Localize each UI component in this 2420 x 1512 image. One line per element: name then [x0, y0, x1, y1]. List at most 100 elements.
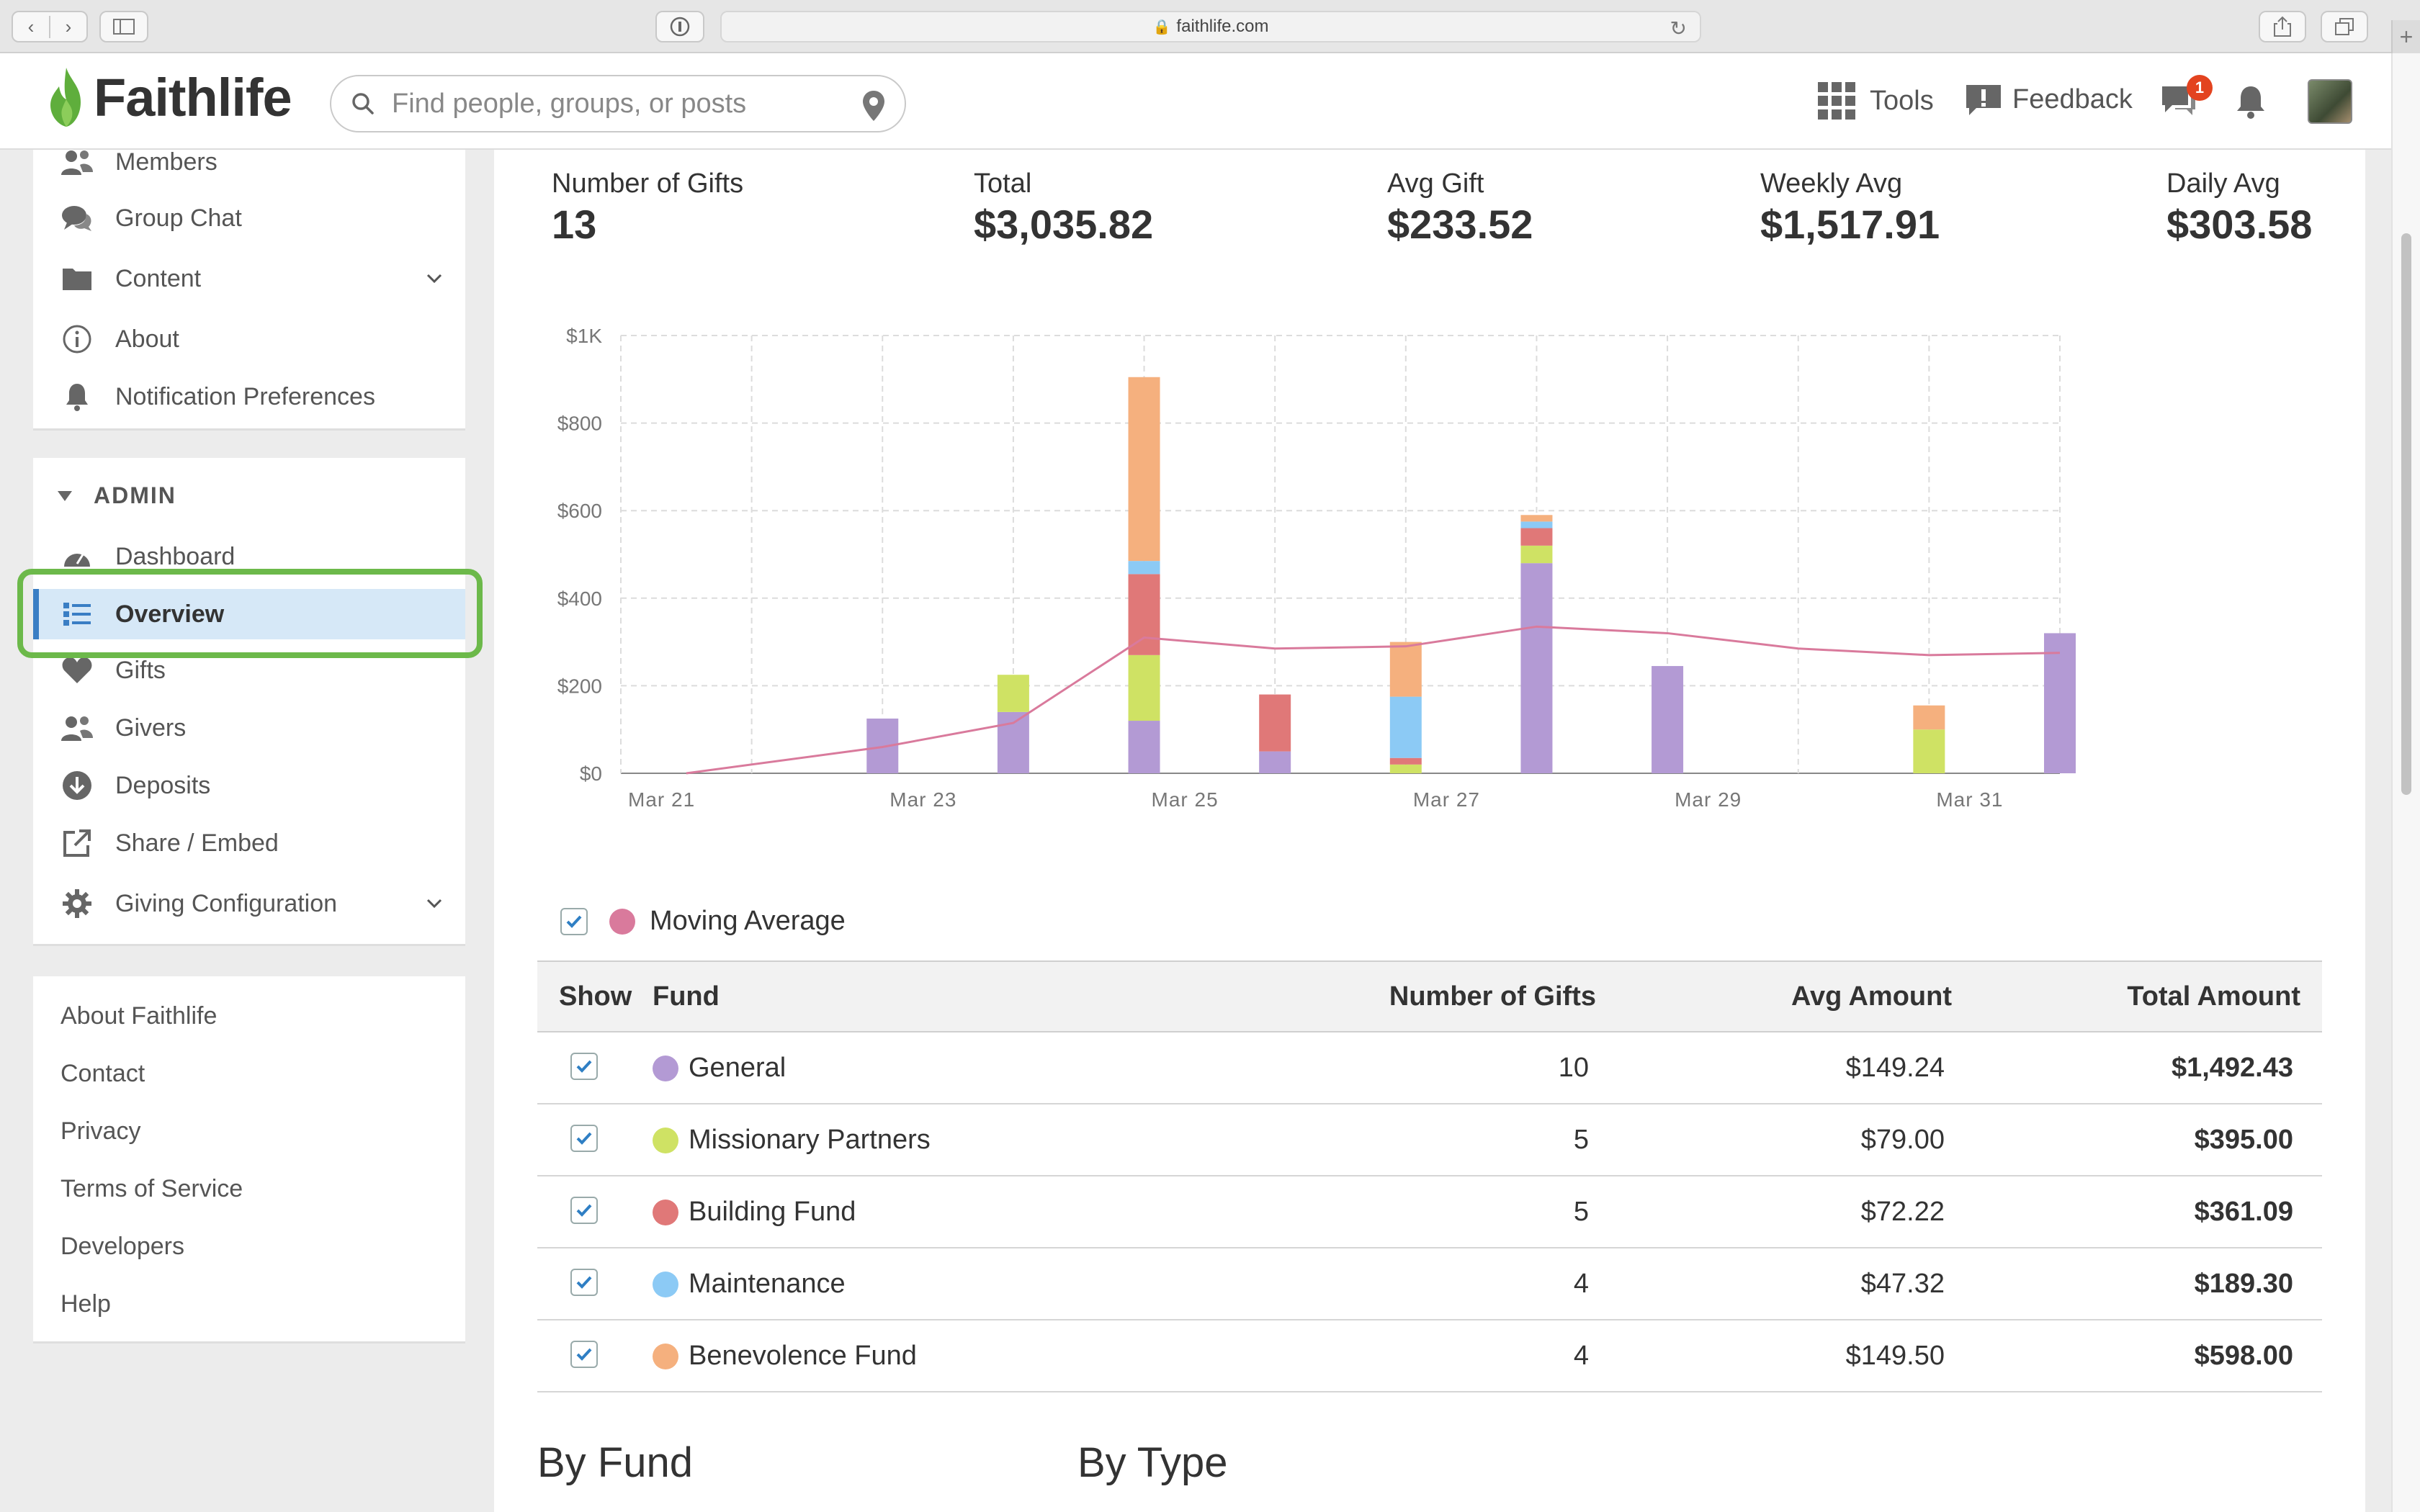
y-tick-label: $800 — [557, 413, 602, 435]
moving-average-swatch — [609, 908, 635, 935]
bar-segment — [1389, 764, 1422, 773]
sidebar-item-notification-preferences[interactable]: Notification Preferences — [33, 372, 465, 422]
share-icon — [60, 827, 94, 860]
search-input[interactable] — [392, 88, 853, 120]
fund-show-checkbox[interactable] — [570, 1124, 598, 1152]
footer-link-contact[interactable]: Contact — [60, 1060, 145, 1087]
by-type-heading: By Type — [1077, 1439, 1228, 1486]
search-box[interactable] — [330, 75, 906, 132]
notifications-bell-icon[interactable] — [2234, 84, 2267, 120]
column-header-gifts[interactable]: Number of Gifts — [1301, 960, 1618, 1032]
moving-average-line — [686, 625, 2061, 775]
footer-link-about-faithlife[interactable]: About Faithlife — [60, 1002, 218, 1030]
sidebar-item-group-chat[interactable]: Group Chat — [33, 193, 465, 243]
sidebar-item-dashboard[interactable]: Dashboard — [33, 531, 465, 582]
stat-value: $1,517.91 — [1760, 202, 1940, 247]
fund-show-checkbox[interactable] — [570, 1340, 598, 1368]
share-icon[interactable] — [2259, 11, 2306, 42]
x-tick-label: Mar 27 — [1413, 788, 1480, 811]
grid-icon — [1818, 82, 1855, 120]
stat-value: $3,035.82 — [974, 202, 1154, 247]
messages-icon[interactable] — [2159, 82, 2198, 118]
sidebar-item-share-embed[interactable]: Share / Embed — [33, 818, 465, 868]
people-icon — [60, 711, 94, 744]
column-header-avg-amount[interactable]: Avg Amount — [1618, 960, 1973, 1032]
x-tick-label: Mar 29 — [1675, 788, 1742, 811]
x-tick-label: Mar 23 — [889, 788, 956, 811]
reload-icon[interactable]: ↻ — [1670, 17, 1687, 40]
fund-name: Maintenance — [689, 1269, 846, 1300]
admin-heading: ADMIN — [94, 482, 176, 508]
messages-count-badge: 1 — [2187, 75, 2213, 101]
location-pin-icon[interactable] — [861, 89, 886, 122]
fund-show-checkbox[interactable] — [570, 1052, 598, 1080]
sidebar-item-members[interactable]: Members — [33, 137, 465, 187]
fund-show-checkbox[interactable] — [570, 1196, 598, 1224]
gear-icon — [60, 887, 94, 920]
sidebar-item-label: Gifts — [115, 656, 166, 684]
stat-value: 13 — [552, 202, 597, 247]
group-nav-panel: Members Group Chat Content About Notific… — [33, 148, 465, 431]
bar-segment — [1913, 705, 1945, 730]
fund-name-cell: Benevolence Fund — [653, 1320, 1301, 1392]
footer-link-privacy[interactable]: Privacy — [60, 1117, 141, 1145]
bar-segment — [1128, 721, 1160, 773]
chevron-down-icon[interactable] — [425, 269, 444, 288]
fund-gifts-count: 5 — [1301, 1104, 1618, 1176]
info-icon — [60, 323, 94, 356]
bar-segment — [1520, 545, 1553, 564]
logo-text: Faithlife — [94, 67, 292, 127]
fund-gifts-count: 5 — [1301, 1176, 1618, 1248]
user-avatar[interactable] — [2308, 79, 2352, 124]
fund-color-swatch — [653, 1271, 678, 1297]
tools-menu[interactable]: Tools — [1818, 82, 1934, 120]
tabs-overview-icon[interactable] — [2321, 11, 2368, 42]
address-bar[interactable]: 🔒 faithlife.com ↻ — [720, 11, 1701, 42]
back-icon[interactable]: ‹ — [27, 15, 35, 37]
column-header-fund: Fund — [653, 960, 1301, 1032]
bar-segment — [1259, 751, 1291, 773]
password-manager-icon[interactable] — [655, 11, 704, 42]
column-header-total-amount[interactable]: Total Amount — [1973, 960, 2322, 1032]
footer-link-terms[interactable]: Terms of Service — [60, 1175, 243, 1202]
sidebar-item-gifts[interactable]: Gifts — [33, 645, 465, 696]
sidebar-toggle-icon[interactable] — [99, 11, 148, 42]
heart-icon — [60, 654, 94, 687]
sidebar-item-giving-configuration[interactable]: Giving Configuration — [33, 878, 465, 929]
footer-link-help[interactable]: Help — [60, 1290, 111, 1318]
fund-name: General — [689, 1053, 786, 1084]
fund-show-cell — [537, 1104, 653, 1176]
fund-total-amount: $395.00 — [1973, 1104, 2322, 1176]
fund-total-amount: $189.30 — [1973, 1248, 2322, 1320]
faithlife-logo[interactable]: Faithlife — [45, 65, 292, 130]
forward-icon[interactable]: › — [49, 15, 86, 38]
sidebar-item-content[interactable]: Content — [33, 253, 465, 304]
bar-segment — [997, 675, 1029, 712]
fund-total-amount: $598.00 — [1973, 1320, 2322, 1392]
sidebar-item-label: Notification Preferences — [115, 382, 375, 410]
moving-average-label: Moving Average — [650, 906, 846, 936]
sidebar-item-overview[interactable]: Overview — [33, 589, 465, 639]
feedback-button[interactable]: Feedback — [1965, 82, 2133, 117]
scrollbar-thumb[interactable] — [2401, 233, 2411, 795]
admin-section-toggle[interactable]: ADMIN — [58, 482, 176, 509]
chevron-down-icon[interactable] — [425, 894, 444, 913]
fund-color-swatch — [653, 1127, 678, 1153]
bar-segment — [1913, 729, 1945, 773]
footer-link-developers[interactable]: Developers — [60, 1233, 184, 1260]
new-tab-icon[interactable]: + — [2391, 20, 2420, 53]
bar-segment — [2044, 633, 2076, 773]
moving-average-checkbox[interactable] — [560, 907, 588, 935]
fund-total-amount: $361.09 — [1973, 1176, 2322, 1248]
caret-down-icon — [58, 490, 72, 501]
x-tick-label: Mar 31 — [1936, 788, 2003, 811]
fund-show-checkbox[interactable] — [570, 1268, 598, 1296]
stat-label: Number of Gifts — [552, 168, 744, 199]
fund-gifts-count: 10 — [1301, 1032, 1618, 1104]
bar-segment — [1259, 694, 1291, 752]
sidebar-item-givers[interactable]: Givers — [33, 703, 465, 753]
sidebar-item-about[interactable]: About — [33, 314, 465, 364]
sidebar-item-deposits[interactable]: Deposits — [33, 760, 465, 811]
list-icon — [60, 598, 94, 631]
page-scrollbar[interactable] — [2391, 53, 2420, 1512]
